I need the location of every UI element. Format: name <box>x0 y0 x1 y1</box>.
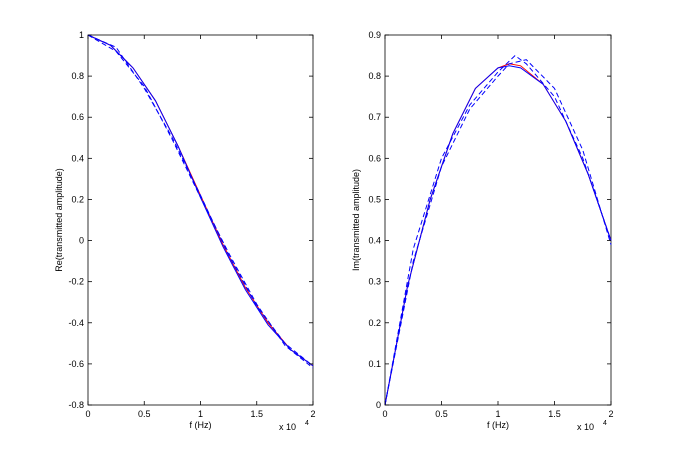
x-scale-power: 4 <box>603 420 607 427</box>
y-tick-label: -0.2 <box>68 277 84 287</box>
y-tick-label: -0.8 <box>68 400 84 410</box>
data-line <box>384 54 612 406</box>
y-tick-label: -0.6 <box>68 359 84 369</box>
y-tick-label: 0.8 <box>71 71 84 81</box>
x-tick-label: 1 <box>198 409 203 419</box>
data-line <box>384 59 612 406</box>
y-axis-label: Re(transmitted amplitude) <box>54 168 64 272</box>
x-tick-label: 2 <box>608 409 613 419</box>
y-tick-label: 0.3 <box>368 277 381 287</box>
y-tick-label: 0.4 <box>71 153 84 163</box>
x-tick-label: 0 <box>85 409 90 419</box>
x-axis-label: f (Hz) <box>487 420 509 430</box>
x-tick-label: 0 <box>382 409 387 419</box>
x-tick-label: 0.5 <box>138 409 151 419</box>
y-tick-label: 0.7 <box>368 112 381 122</box>
axes-box <box>384 34 612 406</box>
y-tick-label: 0.8 <box>368 71 381 81</box>
x-tick-label: 1.5 <box>548 409 561 419</box>
y-tick-label: 0.2 <box>368 318 381 328</box>
x-tick-label: 1.5 <box>250 409 263 419</box>
x-tick-label: 2 <box>310 409 315 419</box>
y-tick-label: 0.2 <box>71 194 84 204</box>
x-scale-power: 4 <box>305 420 309 427</box>
y-tick-label: 0.6 <box>71 112 84 122</box>
y-tick-label: 0.1 <box>368 359 381 369</box>
x-tick-label: 0.5 <box>435 409 448 419</box>
y-tick-label: 0.5 <box>368 194 381 204</box>
y-tick-label: 0 <box>376 400 381 410</box>
x-tick-label: 1 <box>495 409 500 419</box>
x-axis-label: f (Hz) <box>190 420 212 430</box>
y-tick-label: 0.6 <box>368 153 381 163</box>
y-axis-label: Im(transmitted amplitude) <box>351 169 361 271</box>
x-scale-label: x 10 <box>279 422 296 432</box>
y-tick-label: 0.9 <box>368 30 381 40</box>
x-scale-label: x 10 <box>577 422 594 432</box>
data-line <box>87 34 314 369</box>
axes-box <box>87 34 314 406</box>
y-tick-label: 0.4 <box>368 236 381 246</box>
y-tick-label: -0.4 <box>68 318 84 328</box>
y-tick-label: 0 <box>79 236 84 246</box>
y-tick-label: 1 <box>79 30 84 40</box>
